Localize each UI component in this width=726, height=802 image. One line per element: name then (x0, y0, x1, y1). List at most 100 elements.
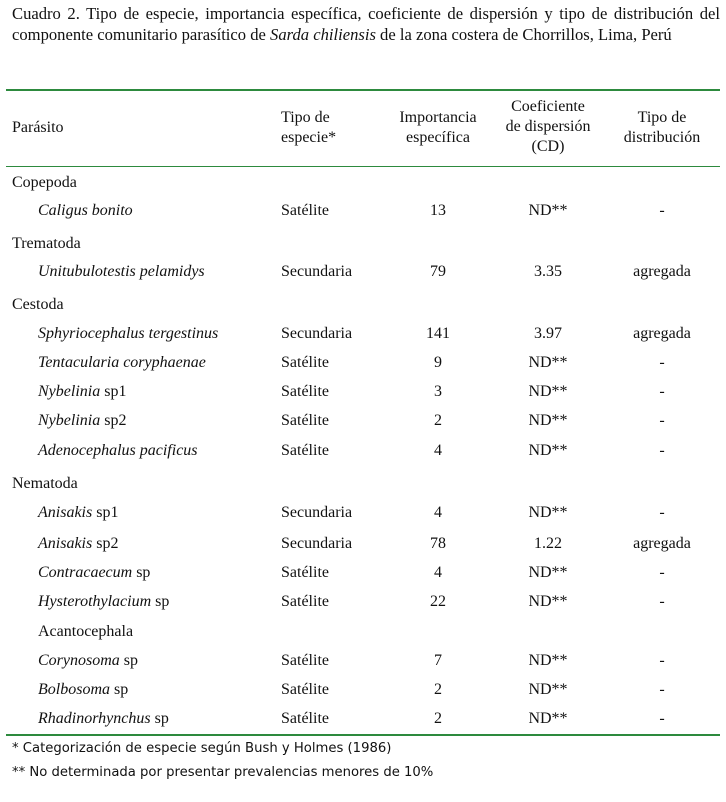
cell-tipo-especie: Satélite (281, 202, 329, 219)
table-row: Nybelinia sp2 Satélite 2 ND** - (0, 411, 726, 440)
table-bottom-rule (6, 734, 720, 736)
cell-distribucion: - (659, 652, 665, 669)
cell-importancia: 141 (426, 325, 450, 342)
table-row: Nybelinia sp1 Satélite 3 ND** - (0, 382, 726, 411)
parasite-species-suffix: sp1 (92, 504, 119, 521)
table-row: Contracaecum sp Satélite 4 ND** - (0, 563, 726, 592)
parasite-species-suffix: sp (110, 681, 129, 698)
cell-distribucion: - (659, 593, 665, 610)
cell-coeficiente: 3.35 (534, 263, 562, 280)
cell-distribucion: - (659, 681, 665, 698)
cell-coeficiente: ND** (528, 412, 568, 429)
cell-coeficiente: 1.22 (534, 535, 562, 552)
parasite-species-suffix: sp (151, 593, 170, 610)
cell-importancia: 2 (434, 412, 442, 429)
cell-importancia: 13 (430, 202, 446, 219)
parasite-genus: Nybelinia (38, 383, 101, 400)
cell-distribucion: - (659, 442, 665, 459)
cell-coeficiente: ND** (528, 354, 568, 371)
table-row: Anisakis sp2 Secundaria 78 1.22 agregada (0, 534, 726, 563)
cell-importancia: 4 (434, 442, 442, 459)
footnote-species-category: * Categorización de especie según Bush y… (12, 741, 392, 756)
parasite-genus: Tentacularia coryphaenae (38, 354, 206, 371)
parasite-genus: Corynosoma (38, 652, 120, 669)
table-row: Tentacularia coryphaenae Satélite 9 ND** - (0, 353, 726, 382)
parasite-name: Anisakis sp2 (38, 534, 118, 554)
cell-distribucion: - (659, 383, 665, 400)
cell-distribucion: agregada (633, 263, 691, 280)
parasite-species-suffix: sp2 (100, 412, 127, 429)
parasite-genus: Nybelinia (38, 412, 101, 429)
cell-coeficiente: ND** (528, 710, 568, 727)
parasite-genus: Rhadinorhynchus (38, 710, 151, 727)
cell-coeficiente: 3.97 (534, 325, 562, 342)
cell-distribucion: agregada (633, 535, 691, 552)
parasite-name: Sphyriocephalus tergestinus (38, 324, 218, 344)
cell-coeficiente: ND** (528, 202, 568, 219)
header-distribucion: Tipo de distribución (623, 109, 701, 146)
parasite-species-suffix: sp1 (100, 383, 127, 400)
caption-species: Sarda chiliensis (270, 25, 376, 44)
parasite-name: Nybelinia sp2 (38, 411, 126, 431)
caption-text-end: de la zona costera de Chorrillos, Lima, … (375, 25, 672, 44)
header-importancia: Importancia específica (399, 109, 477, 146)
header-coeficiente: Coeficiente de dispersión (CD) (505, 98, 591, 155)
header-tipo-especie: Tipo de especie* (281, 109, 337, 146)
parasite-species-suffix: sp (150, 710, 169, 727)
cell-tipo-especie: Secundaria (281, 535, 353, 552)
parasite-name: Nybelinia sp1 (38, 382, 126, 402)
cell-distribucion: - (659, 710, 665, 727)
cell-tipo-especie: Secundaria (281, 325, 353, 342)
caption-text: Cuadro 2. Tipo de especie, importancia e… (12, 4, 720, 44)
cell-importancia: 78 (430, 535, 446, 552)
cell-distribucion: - (659, 354, 665, 371)
cell-importancia: 9 (434, 354, 442, 371)
parasite-genus: Contracaecum (38, 564, 133, 581)
cell-tipo-especie: Secundaria (281, 504, 353, 521)
parasite-genus: Anisakis (38, 535, 93, 552)
cell-distribucion: agregada (633, 325, 691, 342)
table-row: Adenocephalus pacificus Satélite 4 ND** - (0, 441, 726, 470)
cell-distribucion: - (659, 564, 665, 581)
table-row: Rhadinorhynchus sp Satélite 2 ND** - (0, 709, 726, 738)
table-row: Unitubulotestis pelamidys Secundaria 79 3.3… (0, 262, 726, 291)
cell-importancia: 22 (430, 593, 446, 610)
cell-tipo-especie: Satélite (281, 681, 329, 698)
cell-tipo-especie: Satélite (281, 442, 329, 459)
cell-tipo-especie: Satélite (281, 652, 329, 669)
category-label: Acantocephala (38, 623, 134, 640)
cell-importancia: 2 (434, 710, 442, 727)
cell-coeficiente: ND** (528, 593, 568, 610)
cell-importancia: 4 (434, 504, 442, 521)
cell-tipo-especie: Satélite (281, 354, 329, 371)
cell-coeficiente: ND** (528, 652, 568, 669)
footnote-not-determined: ** No determinada por presentar prevalen… (12, 765, 434, 780)
parasite-genus: Hysterothylacium (38, 593, 152, 610)
category-label: Copepoda (12, 174, 77, 191)
table-row: Hysterothylacium sp Satélite 22 ND** - (0, 592, 726, 621)
table-header-rule (6, 166, 720, 167)
table-top-rule (6, 89, 720, 91)
category-label: Nematoda (12, 475, 78, 492)
cell-tipo-especie: Satélite (281, 710, 329, 727)
cell-importancia: 4 (434, 564, 442, 581)
table-caption: Cuadro 2. Tipo de especie, importancia e… (12, 3, 720, 45)
cell-coeficiente: ND** (528, 681, 568, 698)
parasite-genus: Unitubulotestis pelamidys (38, 263, 205, 280)
cell-coeficiente: ND** (528, 504, 568, 521)
parasite-species-suffix: sp2 (92, 535, 119, 552)
parasite-name: Rhadinorhynchus sp (38, 709, 169, 729)
parasite-genus: Adenocephalus pacificus (38, 442, 198, 459)
category-row: Trematoda (0, 234, 726, 263)
cell-coeficiente: ND** (528, 383, 568, 400)
parasite-name: Anisakis sp1 (38, 503, 118, 523)
cell-importancia: 2 (434, 681, 442, 698)
parasite-name: Contracaecum sp (38, 563, 150, 583)
table-row: Sphyriocephalus tergestinus Secundaria 141… (0, 324, 726, 353)
parasite-species-suffix: sp (119, 652, 139, 669)
table-row: Anisakis sp1 Secundaria 4 ND** - (0, 503, 726, 532)
category-row: Cestoda (0, 295, 726, 324)
parasite-genus: Sphyriocephalus tergestinus (38, 325, 219, 342)
table-row: Caligus bonito Satélite 13 ND** - (0, 201, 726, 230)
parasite-name: Unitubulotestis pelamidys (38, 262, 205, 282)
